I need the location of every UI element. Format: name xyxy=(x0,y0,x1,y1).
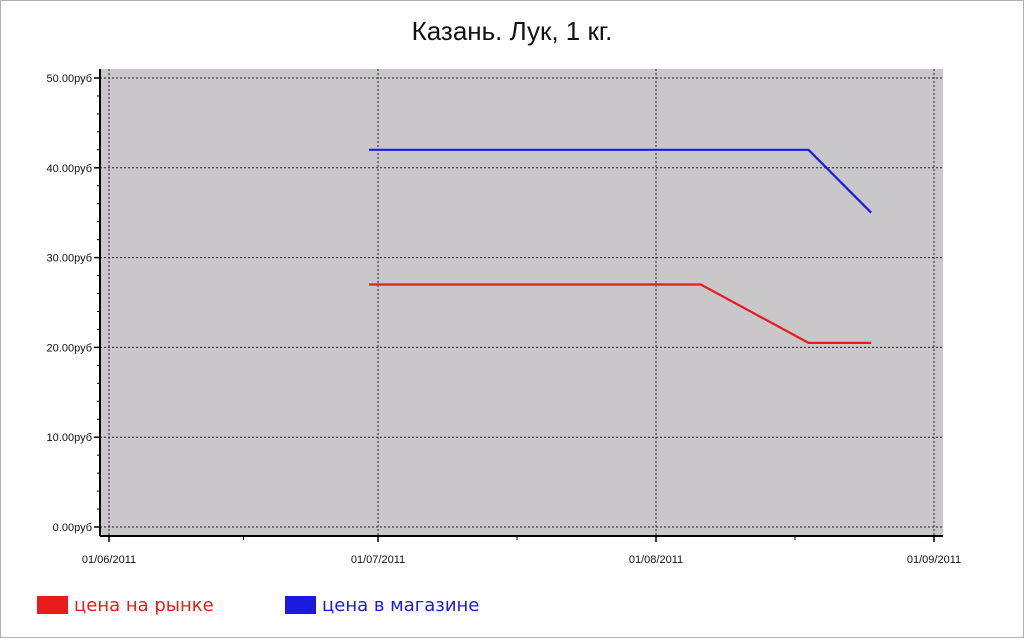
axes xyxy=(94,69,943,542)
x-tick-label: 01/09/2011 xyxy=(907,554,961,566)
y-axis-labels: 0.00руб 10.00руб 20.00руб 30.00руб 40.00руб 5… xyxy=(47,73,92,534)
grid-lines xyxy=(100,69,943,536)
y-tick-label: 0.00руб xyxy=(53,522,92,534)
legend-label-market: цена на рынке xyxy=(74,594,214,616)
legend-item-store: цена в магазине xyxy=(285,591,479,619)
series-line-0 xyxy=(369,283,872,344)
x-tick-label: 01/08/2011 xyxy=(629,554,683,566)
y-tick-label: 50.00руб xyxy=(47,73,92,85)
plot-area xyxy=(100,69,943,536)
x-tick-label: 01/07/2011 xyxy=(351,554,405,566)
chart-title: Казань. Лук, 1 кг. xyxy=(411,16,613,46)
legend-label-store: цена в магазине xyxy=(322,594,480,616)
legend-swatch-market xyxy=(37,596,68,614)
series-line-1 xyxy=(369,148,872,214)
legend-swatch-store xyxy=(285,596,316,614)
y-tick-label: 10.00руб xyxy=(47,432,92,444)
series-lines xyxy=(369,148,872,344)
y-tick-label: 30.00руб xyxy=(47,253,92,265)
y-tick-label: 20.00руб xyxy=(47,342,92,354)
x-axis-labels: 01/06/2011 01/07/2011 01/08/2011 01/09/2011 xyxy=(82,554,961,566)
legend-item-market: цена на рынке xyxy=(37,591,214,619)
x-tick-label: 01/06/2011 xyxy=(82,554,136,566)
y-tick-label: 40.00руб xyxy=(47,163,92,175)
